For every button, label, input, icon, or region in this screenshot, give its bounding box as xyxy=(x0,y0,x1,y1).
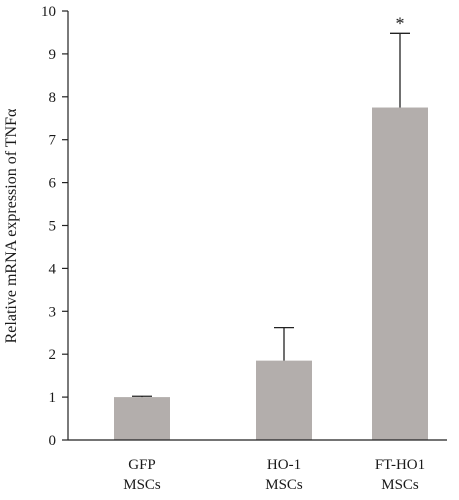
bar xyxy=(372,107,428,441)
x-category-labels: GFP MSCs HO-1 MSCs FT-HO1 MSCs xyxy=(123,457,425,493)
annotations-layer: * xyxy=(396,13,405,33)
x-category-label: GFP xyxy=(128,457,156,473)
bar xyxy=(114,397,170,440)
y-tick-label: 9 xyxy=(49,47,57,63)
y-tick-label: 3 xyxy=(49,304,57,320)
bars-layer xyxy=(114,107,428,441)
y-tick-label: 1 xyxy=(49,390,57,406)
y-tick-label: 6 xyxy=(49,176,57,192)
bar xyxy=(256,360,312,440)
x-category-label: MSCs xyxy=(381,477,419,493)
y-tick-label: 10 xyxy=(41,4,56,20)
error-bars-layer xyxy=(132,32,410,398)
y-tick-label: 7 xyxy=(49,133,57,149)
x-category-label: MSCs xyxy=(265,477,303,493)
y-ticks-layer: 0 1 2 3 4 5 6 7 8 9 10 xyxy=(41,4,68,449)
y-tick-label: 8 xyxy=(49,90,57,106)
significance-annotation: * xyxy=(396,13,405,33)
y-tick-label: 5 xyxy=(49,219,57,235)
y-tick-label: 2 xyxy=(49,347,57,363)
x-category-label: FT-HO1 xyxy=(375,457,425,473)
y-tick-label: 4 xyxy=(49,261,57,277)
x-category-label: HO-1 xyxy=(267,457,301,473)
y-axis-label: Relative mRNA expression of TNFα xyxy=(3,108,20,343)
y-tick-label: 0 xyxy=(49,433,57,449)
x-category-label: MSCs xyxy=(123,477,161,493)
